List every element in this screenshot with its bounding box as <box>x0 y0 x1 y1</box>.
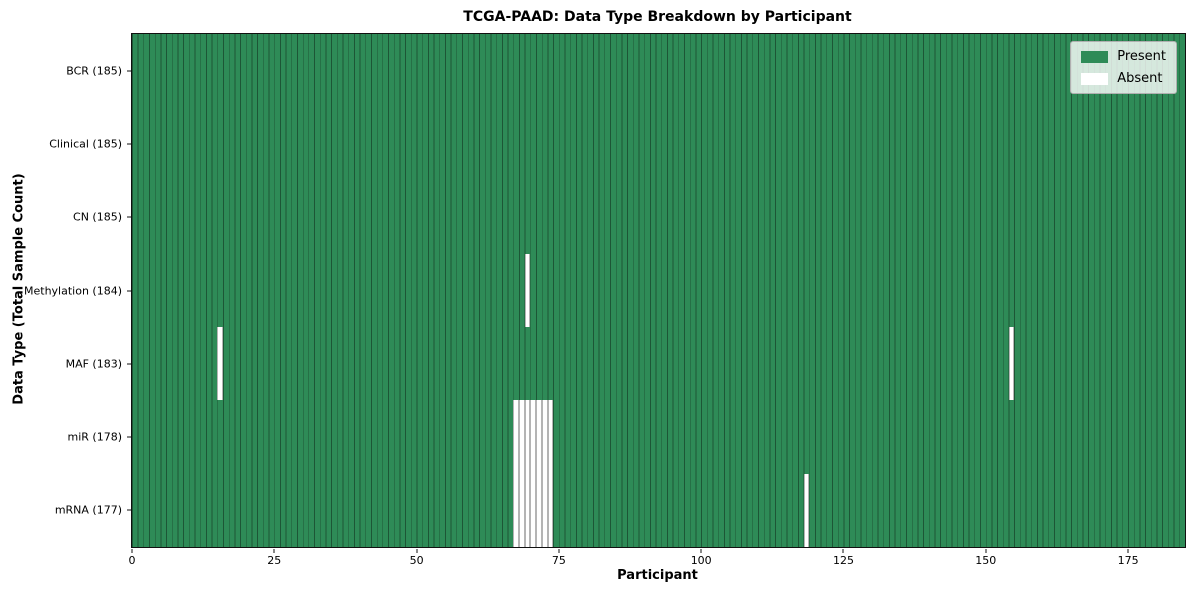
legend-label: Present <box>1117 49 1166 64</box>
absent-cell <box>541 400 548 474</box>
x-tick <box>1127 548 1129 553</box>
absent-cell <box>803 473 810 547</box>
heatmap-row-maf <box>132 327 1185 401</box>
y-tick <box>126 436 131 438</box>
heatmap-row-mrna <box>132 473 1185 547</box>
x-tick <box>842 548 844 553</box>
legend: Present Absent <box>1070 41 1177 94</box>
x-tick-label: 175 <box>1117 554 1139 567</box>
x-tick-label: 50 <box>409 554 424 567</box>
heatmap-row-mir <box>132 400 1185 474</box>
heatmap-row-clinical <box>132 107 1185 181</box>
y-tick <box>126 509 131 511</box>
absent-cell <box>536 473 542 547</box>
x-tick <box>558 548 560 553</box>
legend-entry-absent: Absent <box>1081 71 1166 86</box>
absent-cell <box>519 400 525 474</box>
y-tick-label: mRNA (177) <box>54 503 122 517</box>
legend-entry-present: Present <box>1081 49 1166 64</box>
legend-label: Absent <box>1117 71 1163 86</box>
absent-cell <box>513 400 520 474</box>
legend-swatch-present <box>1081 50 1109 63</box>
y-tick <box>126 143 131 145</box>
x-axis-label: Participant <box>617 568 698 583</box>
absent-cell <box>547 473 554 547</box>
y-tick <box>126 290 131 291</box>
x-tick <box>273 548 275 553</box>
y-tick-label: CN (185) <box>73 210 122 224</box>
legend-swatch-absent <box>1081 72 1109 85</box>
x-tick-label: 25 <box>267 554 282 567</box>
x-tick <box>985 548 987 553</box>
heatmap-row-methylation <box>132 253 1185 328</box>
y-tick-label: MAF (183) <box>65 357 122 371</box>
x-tick-label: 75 <box>551 554 566 567</box>
y-tick-label: miR (178) <box>67 430 123 444</box>
absent-cell <box>530 400 537 474</box>
absent-cell <box>513 473 520 547</box>
x-tick <box>131 548 133 553</box>
x-tick <box>416 548 418 553</box>
absent-cell <box>524 400 531 474</box>
x-tick-label: 0 <box>128 554 136 567</box>
x-tick-label: 125 <box>832 554 854 567</box>
y-tick <box>126 216 131 218</box>
x-tick-label: 150 <box>975 554 997 567</box>
y-tick-label: Clinical (185) <box>49 137 122 151</box>
y-tick-label: BCR (185) <box>66 64 122 78</box>
absent-cell <box>547 400 554 474</box>
x-tick <box>700 548 702 553</box>
absent-cell <box>524 473 531 547</box>
y-tick <box>126 70 131 72</box>
absent-cell <box>536 400 542 474</box>
absent-cell <box>541 473 548 547</box>
absent-cell <box>217 327 224 401</box>
absent-cell <box>519 473 525 547</box>
y-tick-label: Methylation (184) <box>24 284 122 297</box>
absent-cell <box>1008 327 1015 401</box>
absent-cell <box>530 473 537 547</box>
plot-area: BCR (185) Clinical (185) CN (185) Methylati… <box>24 33 1186 567</box>
heatmap-row-bcr <box>132 34 1185 108</box>
y-tick <box>126 363 131 365</box>
chart-title: TCGA-PAAD: Data Type Breakdown by Partic… <box>463 9 852 25</box>
heatmap-row-cn <box>132 180 1185 254</box>
x-tick-label: 100 <box>690 554 712 567</box>
absent-cell <box>524 253 531 328</box>
